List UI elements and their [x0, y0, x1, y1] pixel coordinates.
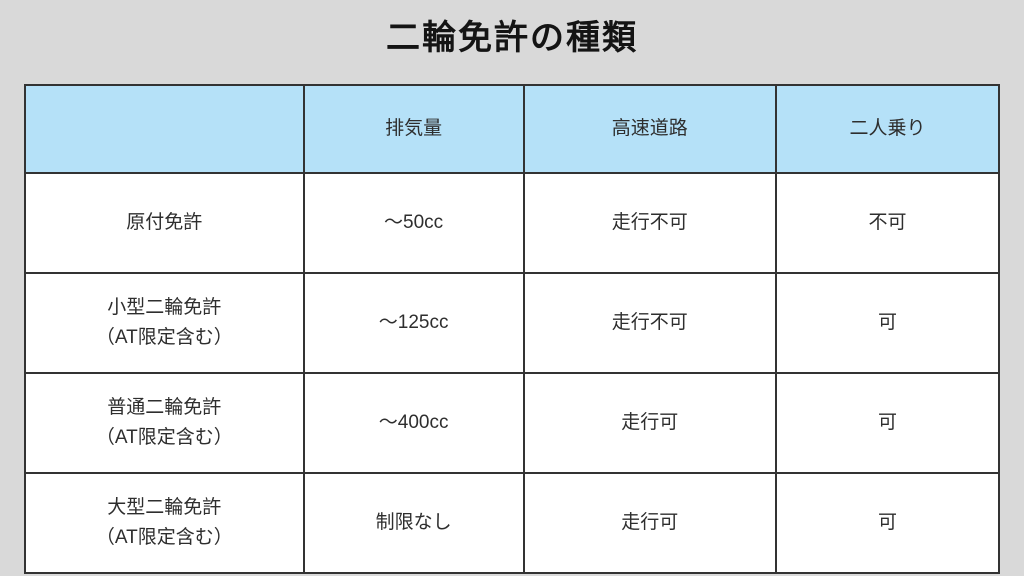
cell-highway: 走行可: [522, 472, 777, 574]
cell-displacement: 〜400cc: [302, 372, 525, 474]
cell-tandem: 不可: [774, 172, 1001, 274]
cell-tandem: 可: [774, 272, 1001, 374]
header-cell-license-type: [24, 84, 305, 174]
cell-displacement: 制限なし: [302, 472, 525, 574]
cell-highway: 走行可: [522, 372, 777, 474]
cell-displacement: 〜125cc: [302, 272, 525, 374]
cell-license-name: 小型二輪免許 （AT限定含む）: [24, 272, 305, 374]
table-row: 普通二輪免許 （AT限定含む） 〜400cc 走行可 可: [24, 372, 1001, 474]
cell-license-name: 原付免許: [24, 172, 305, 274]
table-row: 大型二輪免許 （AT限定含む） 制限なし 走行可 可: [24, 472, 1001, 574]
header-cell-highway: 高速道路: [522, 84, 777, 174]
cell-highway: 走行不可: [522, 172, 777, 274]
page-title: 二輪免許の種類: [386, 19, 638, 57]
cell-displacement: 〜50cc: [302, 172, 525, 274]
cell-license-name: 普通二輪免許 （AT限定含む）: [24, 372, 305, 474]
header-row: 排気量 高速道路 二人乗り: [24, 84, 1001, 174]
cell-highway: 走行不可: [522, 272, 777, 374]
cell-tandem: 可: [774, 372, 1001, 474]
table-row: 原付免許 〜50cc 走行不可 不可: [24, 172, 1001, 274]
header-cell-displacement: 排気量: [302, 84, 525, 174]
license-table: 排気量 高速道路 二人乗り 原付免許 〜50cc 走行不可 不可 小型二輪免許 …: [24, 84, 1001, 574]
header-cell-tandem: 二人乗り: [774, 84, 1001, 174]
cell-license-name: 大型二輪免許 （AT限定含む）: [24, 472, 305, 574]
table-row: 小型二輪免許 （AT限定含む） 〜125cc 走行不可 可: [24, 272, 1001, 374]
cell-tandem: 可: [774, 472, 1001, 574]
